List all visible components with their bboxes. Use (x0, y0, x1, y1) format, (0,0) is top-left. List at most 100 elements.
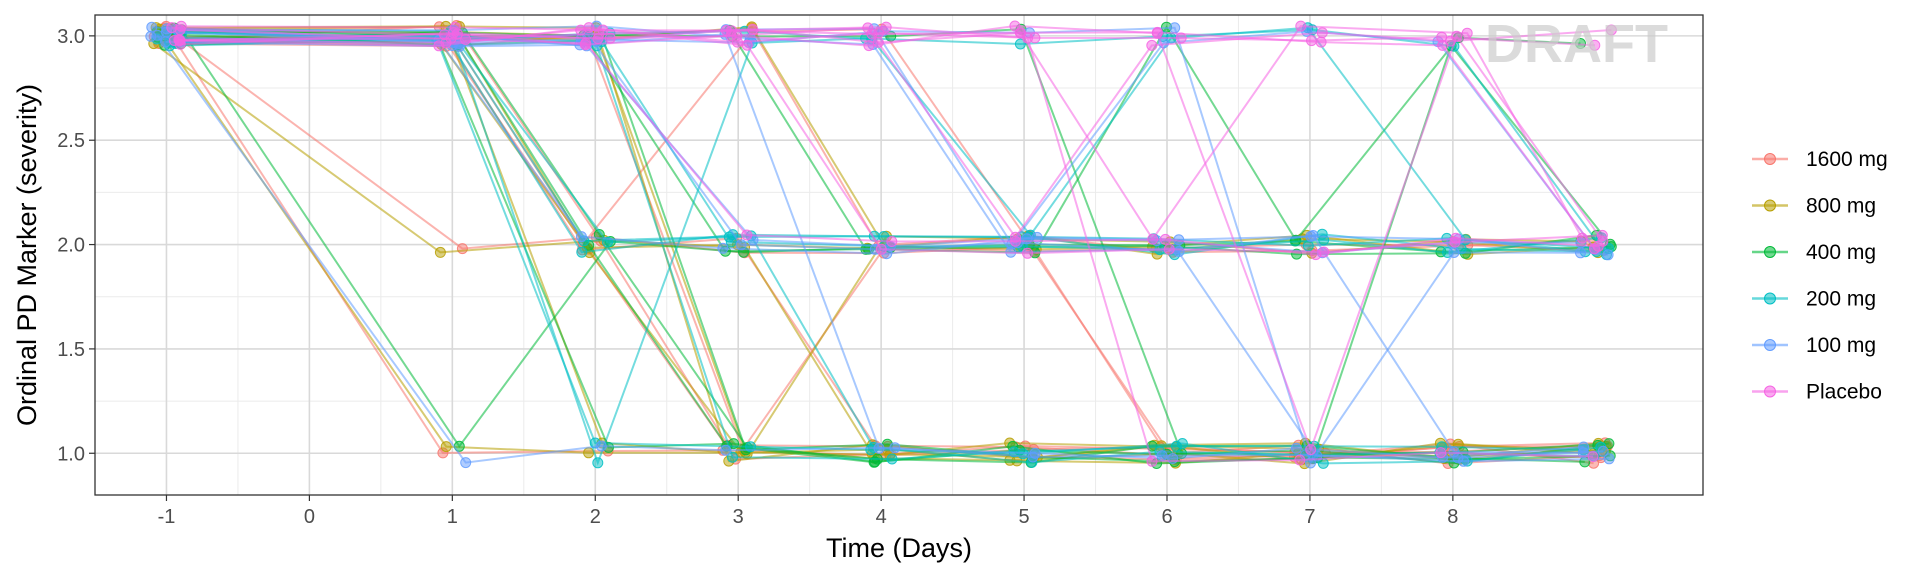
data-point (146, 21, 158, 33)
legend-label: 1600 mg (1806, 148, 1888, 171)
y-axis-ticks: 1.0 1.5 2.0 2.5 3.0 (57, 26, 95, 465)
data-point (1575, 247, 1586, 259)
data-point (1021, 233, 1033, 245)
data-point (592, 33, 604, 45)
data-point (725, 236, 737, 248)
data-point (456, 243, 468, 255)
legend-point-swatch (1764, 292, 1776, 305)
data-point (1146, 455, 1158, 467)
data-point (1151, 27, 1163, 39)
data-point (1316, 27, 1328, 39)
data-point (1578, 441, 1590, 453)
data-point (460, 457, 472, 469)
data-point (880, 21, 892, 33)
x-tick-label: 6 (1161, 506, 1172, 528)
y-tick-label: 3.0 (57, 26, 85, 48)
data-point (1597, 235, 1609, 247)
data-point (1010, 231, 1021, 243)
data-point (579, 39, 591, 51)
data-point (583, 447, 595, 459)
data-point (862, 22, 874, 34)
legend-item: 800 mg (1752, 195, 1876, 218)
series-placebo (166, 20, 1617, 467)
data-point (448, 27, 459, 39)
y-axis-title: Ordinal PD Marker (severity) (12, 84, 42, 426)
subject-line (174, 26, 1612, 239)
data-point (1451, 30, 1463, 42)
legend-label: Placebo (1806, 381, 1882, 404)
data-point (1318, 246, 1330, 258)
data-point (1169, 22, 1181, 34)
y-tick-label: 1.0 (57, 443, 85, 465)
data-point (1589, 39, 1601, 51)
data-point (717, 242, 729, 254)
data-point (873, 442, 885, 454)
subject-line (175, 36, 1586, 256)
legend-label: 400 mg (1806, 241, 1876, 264)
data-point (1603, 453, 1615, 465)
y-tick-label: 2.0 (57, 235, 85, 257)
legend-label: 200 mg (1806, 288, 1876, 311)
data-point (1597, 445, 1609, 457)
legend: 1600 mg 800 mg 400 mg 200 mg 100 mg Placebo (1752, 148, 1888, 404)
subject-line (156, 34, 1610, 464)
legend-item: 200 mg (1752, 288, 1876, 311)
data-point (872, 36, 884, 48)
data-point (576, 246, 588, 258)
data-point (1587, 451, 1599, 463)
y-tick-label: 2.5 (57, 130, 85, 152)
legend-point-swatch (1764, 385, 1776, 398)
subject-line (180, 24, 1604, 453)
data-point (1576, 232, 1588, 244)
data-point (145, 30, 157, 42)
legend-label: 800 mg (1806, 195, 1876, 218)
data-point (1159, 233, 1171, 245)
x-tick-label: 0 (304, 506, 315, 528)
x-tick-label: 1 (447, 506, 458, 528)
y-tick-label: 1.5 (57, 339, 85, 361)
data-point (875, 243, 887, 255)
data-point (434, 246, 446, 258)
data-point (1176, 438, 1188, 449)
x-tick-label: 2 (590, 506, 601, 528)
legend-point-swatch (1764, 246, 1776, 258)
x-axis-ticks: -1 0 1 2 3 4 5 6 7 8 (158, 495, 1458, 528)
x-tick-label: 5 (1019, 506, 1030, 528)
data-point (1015, 27, 1027, 39)
data-point (1435, 447, 1447, 459)
data-point (440, 441, 452, 453)
legend-point-swatch (1764, 153, 1776, 165)
data-point (1315, 36, 1327, 48)
data-point (1461, 27, 1473, 39)
watermark-text: DRAFT (1485, 14, 1668, 74)
data-point (1305, 444, 1317, 456)
data-point (595, 440, 607, 452)
legend-point-swatch (1764, 199, 1776, 212)
data-point (1449, 236, 1461, 248)
data-point (1302, 240, 1314, 252)
legend-item: 400 mg (1752, 241, 1876, 264)
legend-item: 100 mg (1752, 334, 1876, 357)
data-point (720, 444, 732, 456)
data-point (1294, 454, 1306, 466)
x-tick-label: 8 (1447, 506, 1458, 528)
data-point (886, 236, 898, 247)
data-point (1307, 230, 1319, 241)
x-tick-label: 4 (876, 506, 887, 528)
data-point (175, 20, 187, 32)
data-point (727, 451, 738, 463)
x-axis-title: Time (Days) (826, 533, 972, 563)
subject-line (181, 25, 1603, 255)
legend-point-swatch (1764, 339, 1776, 351)
x-tick-label: 3 (733, 506, 744, 528)
series-layer (145, 20, 1617, 470)
subject-line (164, 36, 1585, 464)
data-point (741, 229, 753, 241)
legend-item: 1600 mg (1752, 148, 1888, 171)
data-point (1290, 442, 1302, 454)
subject-line (163, 27, 1594, 465)
subject-line (165, 33, 1584, 460)
data-point (1022, 247, 1033, 259)
